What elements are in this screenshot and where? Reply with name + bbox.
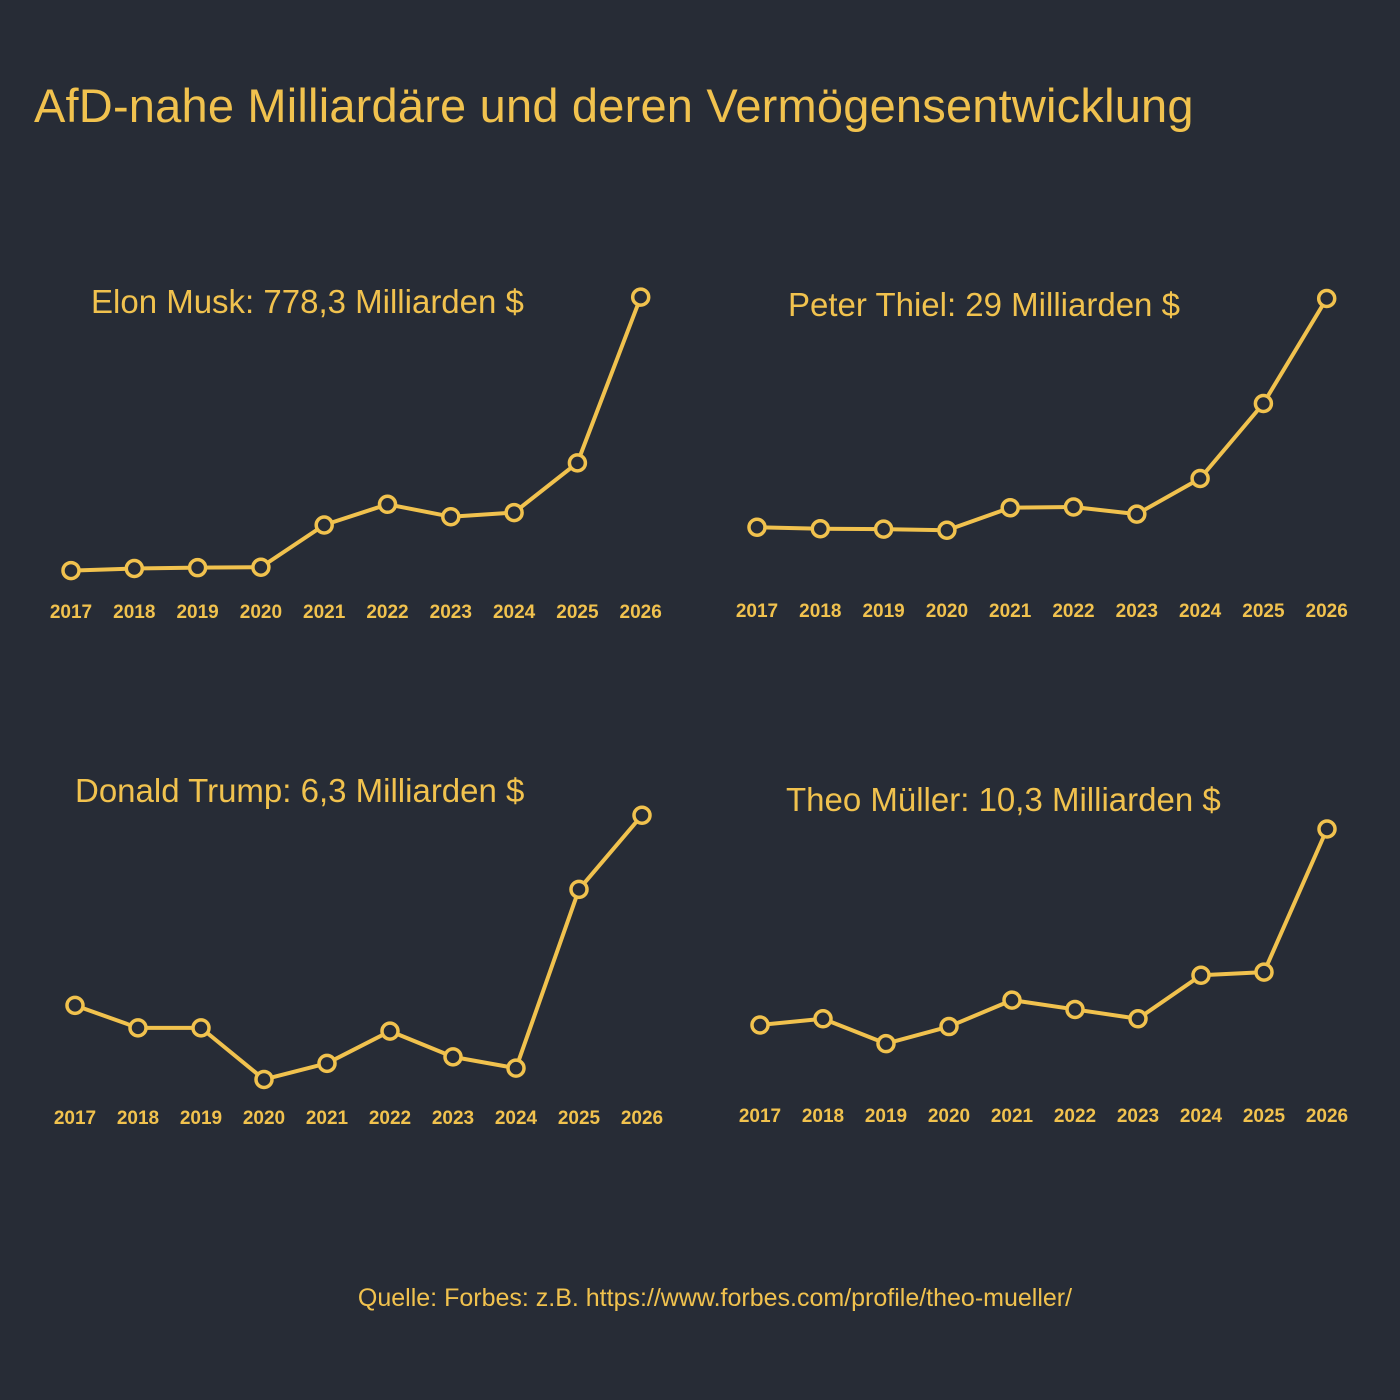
line-chart: 2017 2018 2019 2020 2021 2022 2023 2024 2025 2026 [50, 287, 662, 623]
chart-panel-thiel: Peter Thiel: 29 Milliarden $ 2017 2018 201… [730, 283, 1380, 673]
data-point-2022 [1065, 999, 1085, 1020]
data-point-2019 [187, 557, 208, 578]
data-point-2022 [377, 494, 398, 515]
series-line [73, 813, 644, 1082]
data-point-2020 [251, 557, 271, 578]
data-point-2024 [1191, 965, 1211, 985]
data-point-2022 [380, 1021, 400, 1041]
data-point-2020 [937, 520, 957, 540]
x-tick-label: 2020 [240, 602, 282, 623]
x-tick-label: 2026 [1306, 1106, 1348, 1127]
x-tick-label: 2017 [50, 602, 92, 623]
x-tick-label: 2024 [1179, 601, 1222, 622]
series-line [69, 295, 643, 573]
data-point-2019 [873, 519, 894, 539]
data-point-2023 [441, 506, 461, 527]
x-tick-label: 2024 [495, 1108, 538, 1129]
line-chart: 2017 2018 2019 2020 2021 2022 2023 2024 2025 2026 [736, 288, 1348, 622]
data-point-2025 [1254, 962, 1274, 982]
x-tick-label: 2021 [991, 1106, 1034, 1127]
x-tick-label: 2019 [176, 602, 218, 623]
data-point-2018 [813, 1009, 833, 1029]
data-point-2026 [1316, 288, 1337, 309]
data-point-2021 [317, 1053, 337, 1074]
x-tick-label: 2025 [556, 602, 599, 623]
data-point-2026 [1317, 819, 1337, 839]
chart-panel-mueller: Theo Müller: 10,3 Milliarden $ 2017 2018 2… [733, 781, 1383, 1171]
x-tick-label: 2026 [621, 1108, 663, 1129]
x-tick-label: 2024 [1180, 1106, 1223, 1127]
x-tick-label: 2023 [1117, 1106, 1159, 1127]
chart-panel-musk: Elon Musk: 778,3 Milliarden $ 2017 2018 20… [45, 283, 695, 673]
x-tick-label: 2018 [113, 602, 155, 623]
data-point-2021 [1000, 498, 1020, 518]
data-point-2021 [1002, 990, 1022, 1010]
x-tick-label: 2024 [493, 602, 536, 623]
x-tick-label: 2018 [802, 1106, 844, 1127]
x-tick-label: 2025 [1243, 1106, 1286, 1127]
x-tick-label: 2018 [799, 601, 841, 622]
data-point-2022 [1063, 497, 1084, 517]
x-tick-label: 2025 [1242, 601, 1285, 622]
data-point-2017 [65, 995, 85, 1016]
data-point-2017 [61, 560, 81, 581]
data-point-2019 [876, 1033, 896, 1054]
x-tick-label: 2025 [558, 1108, 601, 1129]
x-tick-label: 2022 [369, 1108, 411, 1129]
page-title: AfD-nahe Milliardäre und deren Vermögens… [34, 79, 1194, 132]
x-tick-label: 2019 [865, 1106, 907, 1127]
chart-title: Elon Musk: 778,3 Milliarden $ [91, 283, 524, 320]
x-tick-label: 2021 [989, 601, 1032, 622]
x-tick-label: 2017 [739, 1106, 781, 1127]
x-tick-label: 2020 [926, 601, 968, 622]
data-point-2018 [128, 1018, 148, 1038]
data-point-2018 [124, 558, 145, 579]
x-tick-label: 2020 [243, 1108, 285, 1129]
data-point-2019 [191, 1018, 211, 1038]
data-point-2017 [747, 517, 767, 537]
data-point-2020 [254, 1069, 274, 1090]
x-tick-label: 2022 [1052, 601, 1094, 622]
x-tick-label: 2019 [862, 601, 904, 622]
data-point-2025 [1253, 393, 1274, 414]
data-point-2024 [1190, 468, 1210, 489]
x-tick-label: 2026 [1306, 601, 1348, 622]
data-point-2025 [569, 879, 589, 900]
x-tick-label: 2022 [1054, 1106, 1096, 1127]
data-point-2026 [630, 287, 651, 307]
x-tick-label: 2023 [1116, 601, 1158, 622]
x-tick-label: 2021 [306, 1108, 349, 1129]
x-tick-label: 2018 [117, 1108, 159, 1129]
x-tick-label: 2023 [432, 1108, 474, 1129]
series-line [755, 296, 1329, 533]
data-point-2024 [504, 502, 524, 523]
line-chart: 2017 2018 2019 2020 2021 2022 2023 2024 2025 2026 [739, 819, 1348, 1127]
x-tick-label: 2026 [620, 602, 662, 623]
data-point-2023 [443, 1047, 463, 1067]
x-tick-label: 2017 [736, 601, 778, 622]
data-point-2024 [506, 1058, 526, 1078]
x-tick-label: 2022 [366, 602, 408, 623]
chart-title: Donald Trump: 6,3 Milliarden $ [75, 772, 525, 809]
data-point-2021 [314, 515, 334, 535]
chart-panel-trump: Donald Trump: 6,3 Milliarden $ 2017 2018 2… [48, 772, 698, 1162]
data-point-2026 [632, 805, 652, 825]
data-point-2018 [810, 519, 831, 539]
line-chart: 2017 2018 2019 2020 2021 2022 2023 2024 2025 2026 [54, 805, 663, 1129]
chart-title: Peter Thiel: 29 Milliarden $ [788, 286, 1180, 323]
x-tick-label: 2021 [303, 602, 346, 623]
series-line [758, 827, 1329, 1046]
data-point-2017 [750, 1015, 770, 1035]
chart-title: Theo Müller: 10,3 Milliarden $ [786, 781, 1221, 818]
x-tick-label: 2023 [430, 602, 472, 623]
x-tick-label: 2017 [54, 1108, 96, 1129]
data-point-2025 [567, 453, 588, 473]
x-tick-label: 2020 [928, 1106, 970, 1127]
data-point-2023 [1127, 504, 1147, 524]
source-note: Quelle: Forbes: z.B. https://www.forbes.… [357, 1284, 1073, 1312]
x-tick-label: 2019 [180, 1108, 222, 1129]
data-point-2020 [939, 1016, 959, 1037]
data-point-2023 [1128, 1009, 1148, 1029]
